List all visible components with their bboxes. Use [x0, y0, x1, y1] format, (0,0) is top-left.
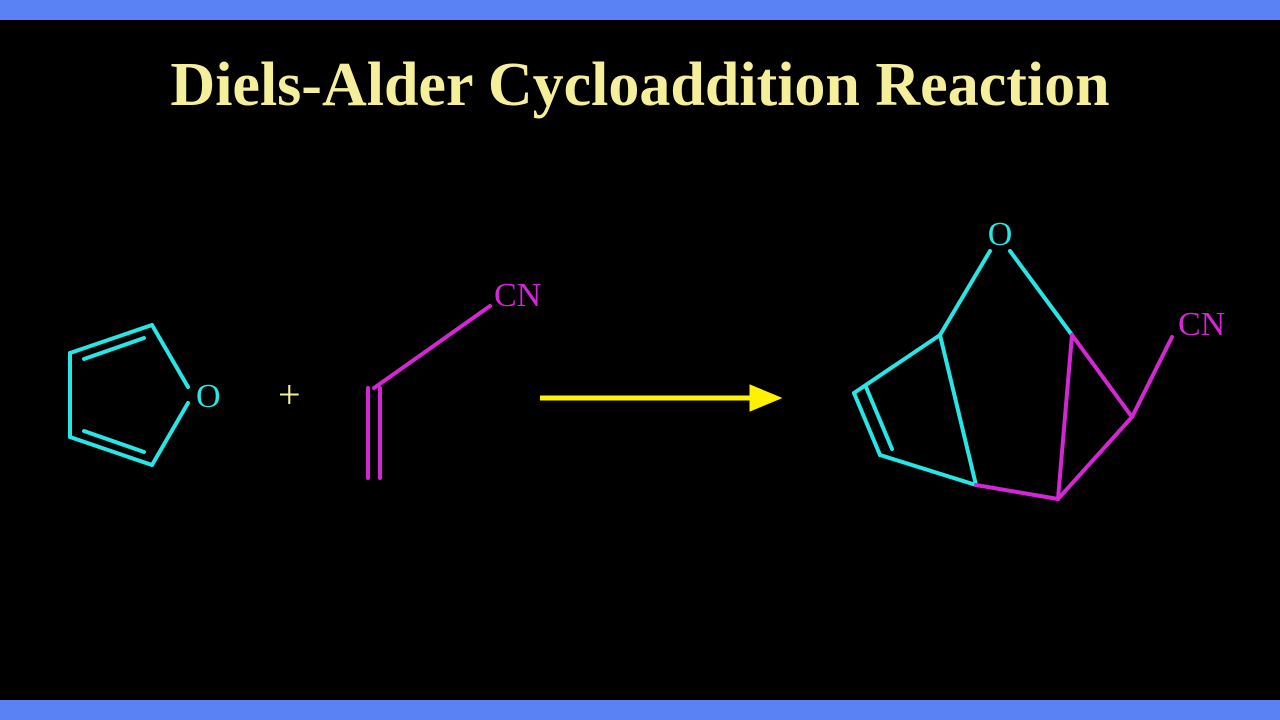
reaction-diagram: O + CN — [0, 20, 1280, 700]
furan-oxygen-label: O — [196, 378, 221, 415]
acrylonitrile-cn-label: CN — [494, 277, 541, 314]
reaction-arrow-icon — [540, 388, 776, 408]
reactant-acrylonitrile: CN — [368, 277, 541, 478]
frame-border: Diels-Alder Cycloaddition Reaction — [0, 0, 1280, 720]
slide-canvas: Diels-Alder Cycloaddition Reaction — [0, 20, 1280, 700]
reactant-furan: O — [70, 325, 221, 465]
product-bicyclic: O CN — [810, 205, 1240, 535]
product-oxygen-label-2: O — [988, 216, 1013, 253]
product-cn-label-2: CN — [1178, 306, 1225, 343]
plus-symbol: + — [278, 372, 301, 417]
